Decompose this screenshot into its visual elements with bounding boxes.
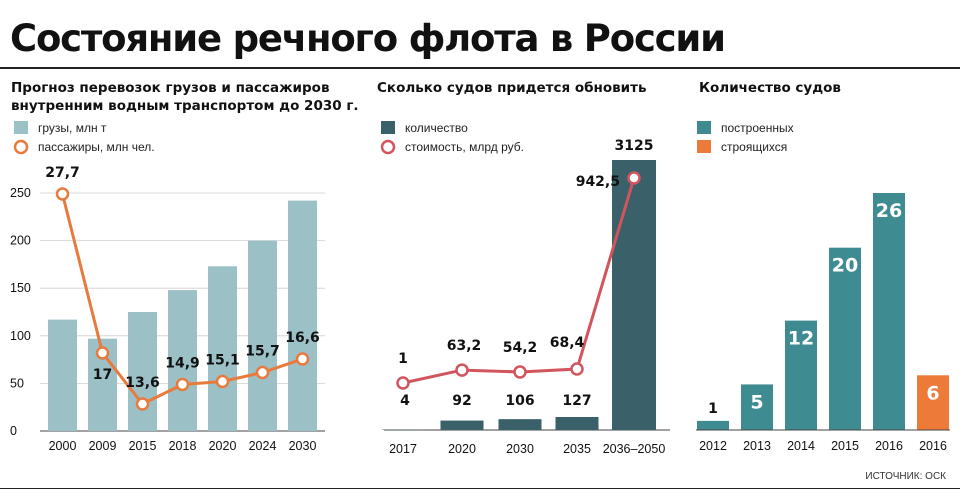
- chart2-cost-point: [570, 362, 584, 376]
- chart3-bar-building: [917, 375, 949, 430]
- chart3-bar-built: [873, 193, 905, 430]
- chart1-passenger-point: [295, 352, 310, 366]
- chart2-bar: [440, 420, 484, 430]
- chart1-y-tick: 200: [10, 234, 31, 248]
- chart2-count-label: 4: [400, 393, 410, 409]
- chart2-legend-cost: стоимость, млрд руб.: [405, 140, 524, 154]
- chart3-x-tick: 2014: [787, 439, 815, 453]
- chart3-bar-built: [697, 420, 729, 430]
- chart1-y-tick: 150: [10, 281, 31, 295]
- chart1-x-tick: 2000: [49, 439, 77, 453]
- chart1-bar: [168, 290, 197, 431]
- chart3-bar-built: [829, 247, 861, 430]
- chart2-x-tick: 2030: [506, 442, 534, 456]
- chart1-title: Прогноз перевозок грузов и пассажиров вн…: [11, 79, 361, 115]
- chart2-cost-label: 942,5: [576, 174, 620, 190]
- source-note: ИСТОЧНИК: ОСК: [865, 471, 946, 482]
- chart2-cost-label: 68,4: [550, 335, 585, 351]
- chart1-passenger-label: 13,6: [125, 375, 160, 391]
- chart1-passenger-label: 15,7: [245, 344, 280, 360]
- chart3-bar-label: 20: [832, 255, 858, 277]
- chart1-title-line1: Прогноз перевозок грузов и пассажиров: [11, 80, 330, 96]
- chart1-x-tick: 2015: [129, 439, 157, 453]
- chart2-x-tick: 2036–2050: [603, 442, 666, 456]
- chart1-title-line2: внутренним водным транспортом до 2030 г.: [11, 98, 359, 114]
- chart3-legend-building: строящихся: [721, 140, 787, 154]
- chart2-x-tick: 2035: [563, 442, 591, 456]
- chart1-passenger-label: 16,6: [285, 330, 320, 346]
- chart1-bar: [48, 319, 77, 431]
- chart3-legend-swatch-building: [697, 140, 711, 153]
- chart1-passenger-point: [55, 187, 70, 201]
- chart3-bar-label: 1: [708, 401, 718, 417]
- chart2-cost-point: [627, 171, 641, 185]
- chart2-bar: [498, 419, 542, 430]
- chart1-bar: [208, 266, 237, 431]
- chart1-bar: [248, 240, 277, 431]
- chart2-cost-label: 54,2: [503, 340, 538, 356]
- chart3-bar-label: 26: [876, 200, 902, 222]
- chart1-y-tick: 0: [10, 424, 17, 438]
- chart1-passenger-point: [135, 397, 150, 411]
- chart1-y-tick: 100: [10, 329, 31, 343]
- chart2-legend-count: количество: [405, 121, 468, 135]
- chart3-bar-label: 5: [750, 391, 763, 413]
- chart1-passenger-label: 14,9: [165, 356, 200, 372]
- chart2-legend-swatch-count: [381, 121, 395, 134]
- chart3-bar-label: 12: [788, 328, 814, 350]
- chart1-bar: [128, 312, 157, 431]
- chart1-x-tick: 2030: [289, 439, 317, 453]
- chart3-bar-built: [785, 320, 817, 430]
- chart2-bar: [555, 417, 599, 430]
- chart3-x-tick: 2016: [875, 439, 903, 453]
- chart1-passenger-label: 17: [93, 367, 112, 383]
- chart1-y-tick: 250: [10, 186, 31, 200]
- chart3-x-tick: 2013: [743, 439, 771, 453]
- chart3-x-tick: 2015: [831, 439, 859, 453]
- chart1-x-tick: 2018: [169, 439, 197, 453]
- chart1-x-tick: 2009: [89, 439, 117, 453]
- chart2-cost-point: [455, 363, 469, 377]
- chart1-passenger-label: 15,1: [205, 353, 240, 369]
- chart1-passenger-point: [215, 374, 230, 389]
- chart2-bar: [612, 160, 656, 430]
- chart3-bar-built: [741, 384, 773, 430]
- chart3-legend-built: построенных: [721, 121, 794, 135]
- chart1-bar: [288, 200, 317, 431]
- chart2-count-label: 127: [562, 393, 591, 409]
- chart1-y-tick: 50: [10, 376, 24, 390]
- chart1-legend-freight: грузы, млн т: [38, 121, 107, 135]
- chart2-count-label: 106: [505, 393, 534, 409]
- chart2-count-label: 92: [452, 393, 471, 409]
- chart1-legend-swatch-passengers: [13, 139, 29, 155]
- title-rule: [0, 67, 960, 69]
- chart1-passenger-point: [255, 365, 270, 380]
- chart3-x-tick: 2012: [699, 439, 727, 453]
- chart3-legend-swatch-built: [697, 121, 711, 134]
- chart1-legend-swatch-freight: [14, 121, 28, 134]
- chart2-x-tick: 2020: [448, 442, 476, 456]
- chart3-title: Количество судов: [699, 80, 841, 96]
- chart2-title: Сколько судов придется обновить: [377, 80, 647, 96]
- chart2-cost-point: [396, 376, 410, 390]
- chart2-count-label: 3125: [615, 138, 654, 154]
- chart1-x-tick: 2024: [249, 439, 277, 453]
- footer-rule: [0, 488, 960, 489]
- chart1-passenger-label: 27,7: [45, 165, 80, 181]
- chart2-cost-label: 63,2: [447, 338, 482, 354]
- chart1-passenger-point: [95, 346, 110, 360]
- chart2-cost-label: 1: [398, 351, 408, 367]
- chart1-legend-passengers: пассажиры, млн чел.: [38, 140, 155, 154]
- page-title: Состояние речного флота в России: [10, 17, 726, 60]
- chart1-passenger-point: [175, 377, 190, 392]
- chart2-legend-swatch-cost: [380, 139, 396, 155]
- chart3-bar-label: 6: [926, 382, 939, 404]
- chart1-x-tick: 2020: [209, 439, 237, 453]
- chart3-x-tick: 2016: [919, 439, 947, 453]
- chart2-x-tick: 2017: [389, 442, 417, 456]
- chart2-cost-point: [513, 365, 527, 379]
